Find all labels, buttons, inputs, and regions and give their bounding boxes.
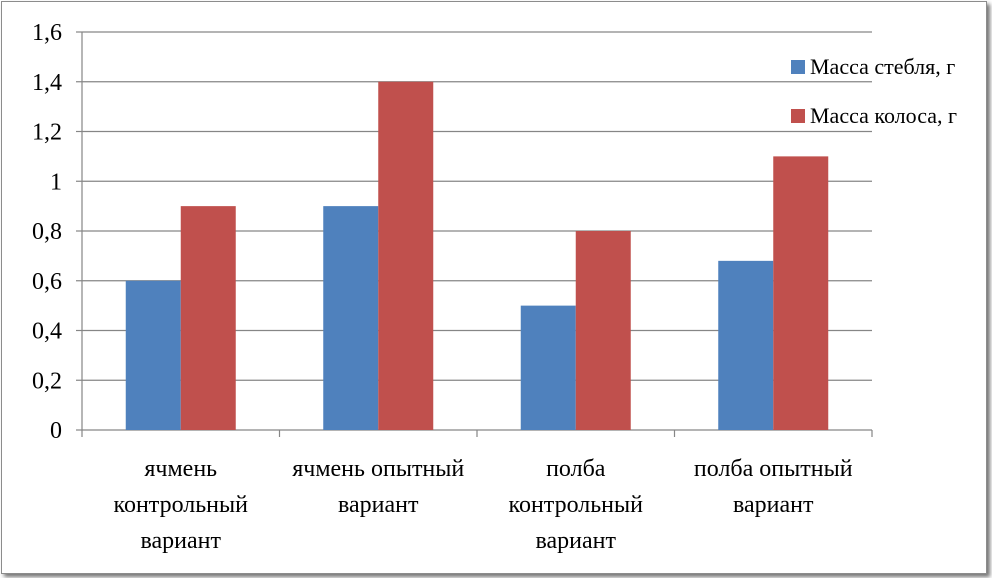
legend-label: Масса стебля, г (810, 54, 955, 79)
category-label: ячмень (144, 456, 217, 482)
bar-stem-mass (323, 206, 379, 430)
y-tick-label: 0,8 (32, 219, 62, 245)
y-tick-label: 1 (50, 169, 62, 195)
category-label: ячмень опытный (292, 456, 464, 482)
bar-ear-mass (575, 231, 631, 430)
y-tick-label: 1,4 (32, 70, 62, 96)
bar-stem-mass (125, 280, 181, 430)
category-label: контрольный (509, 492, 644, 518)
category-label: контрольный (114, 492, 249, 518)
category-label: вариант (733, 492, 814, 518)
category-label: вариант (536, 528, 617, 554)
bar-ear-mass (773, 156, 829, 430)
bar-ear-mass (180, 206, 236, 430)
y-tick-label: 0,2 (32, 368, 62, 394)
legend-swatch (791, 109, 805, 123)
bar-ear-mass (378, 81, 434, 430)
y-tick-label: 0,6 (32, 269, 62, 295)
category-label: полба опытный (694, 456, 853, 482)
bar-stem-mass (718, 260, 774, 430)
category-label: полба (546, 456, 606, 482)
category-label: вариант (338, 492, 419, 518)
y-tick-label: 0 (50, 418, 62, 444)
y-tick-label: 1,2 (32, 120, 62, 146)
category-label: вариант (141, 528, 222, 554)
y-tick-label: 1,6 (32, 20, 62, 46)
legend-label: Масса колоса, г (810, 103, 957, 128)
bar-stem-mass (520, 305, 576, 430)
legend-swatch (791, 60, 805, 74)
y-tick-label: 0,4 (32, 319, 62, 345)
